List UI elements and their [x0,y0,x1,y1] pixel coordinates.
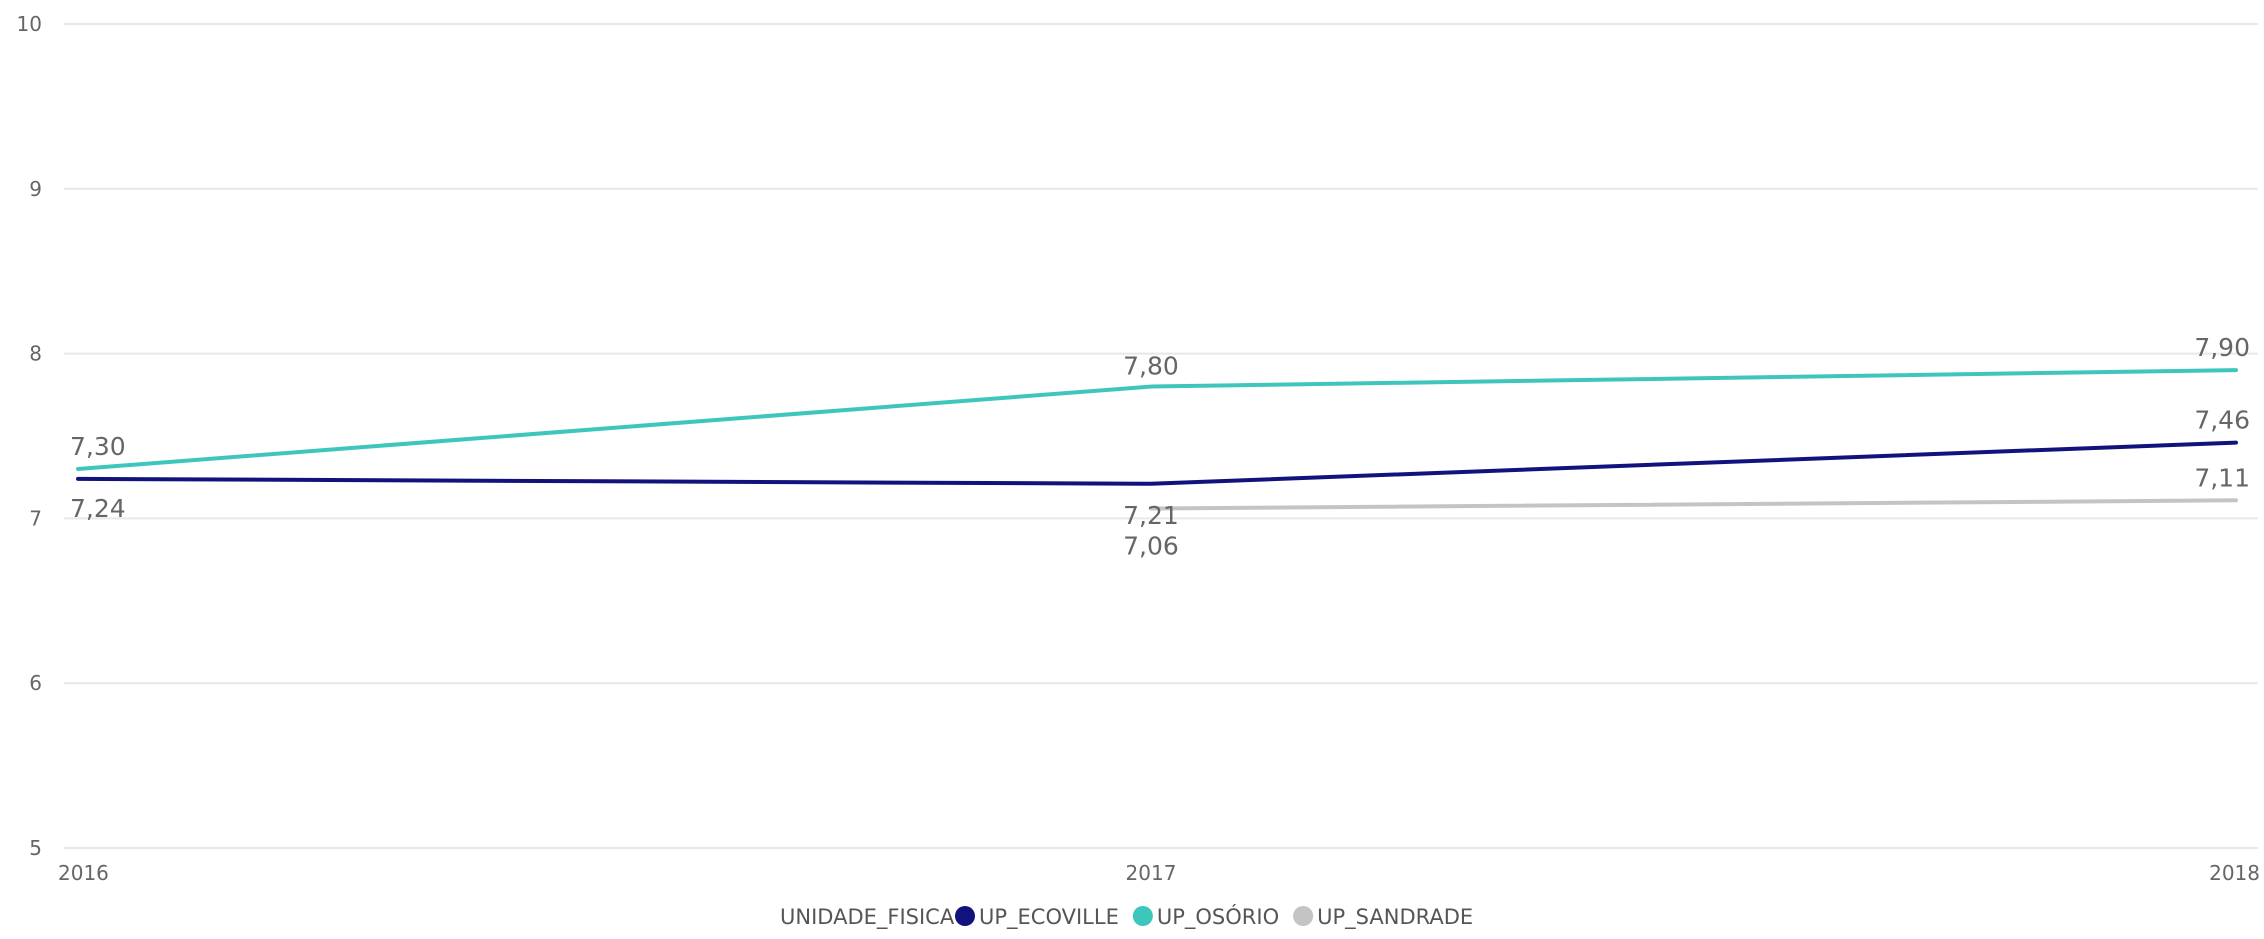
y-tick-label: 10 [17,12,42,36]
y-tick-label: 9 [29,177,42,201]
series-line-up_ecoville [76,440,2238,486]
x-tick-label: 2018 [2209,861,2260,885]
y-axis-tick-labels: 5 6 7 8 9 10 [17,12,42,860]
legend-marker-up_ecoville [955,906,975,926]
y-tick-label: 6 [29,671,42,695]
x-tick-label: 2016 [58,861,109,885]
data-label: 7,06 [1123,532,1179,561]
data-label: 7,21 [1123,501,1179,530]
legend-title: UNIDADE_FISICA [780,905,955,930]
data-label: 7,11 [2194,463,2250,492]
legend-entry-label: UP_OSÓRIO [1157,904,1279,930]
legend: UNIDADE_FISICA UP_ECOVILLE UP_OSÓRIO UP_SA… [780,904,1473,930]
x-axis-tick-labels: 2016 2017 2018 [58,861,2260,885]
legend-marker-up_osório [1132,906,1153,926]
data-label: 7,30 [70,432,126,461]
data-label: 7,80 [1123,352,1179,381]
legend-marker-up_sandrade [1293,906,1314,926]
y-tick-label: 8 [29,342,42,366]
data-label: 7,46 [2194,406,2250,435]
y-tick-label: 5 [29,836,42,860]
y-tick-label: 7 [29,506,42,530]
data-label: 7,24 [70,494,126,523]
series-lines [76,368,2238,511]
data-labels: 7,24 7,21 7,46 7,30 7,80 7,90 7,06 7,11 [70,333,2250,560]
x-tick-label: 2017 [1126,861,1177,885]
legend-entry-label: UP_SANDRADE [1317,905,1473,930]
data-label: 7,90 [2194,333,2250,362]
gridlines [64,23,2258,849]
legend-entry-label: UP_ECOVILLE [979,905,1119,930]
series-line-up_sandrade [1149,498,2238,511]
